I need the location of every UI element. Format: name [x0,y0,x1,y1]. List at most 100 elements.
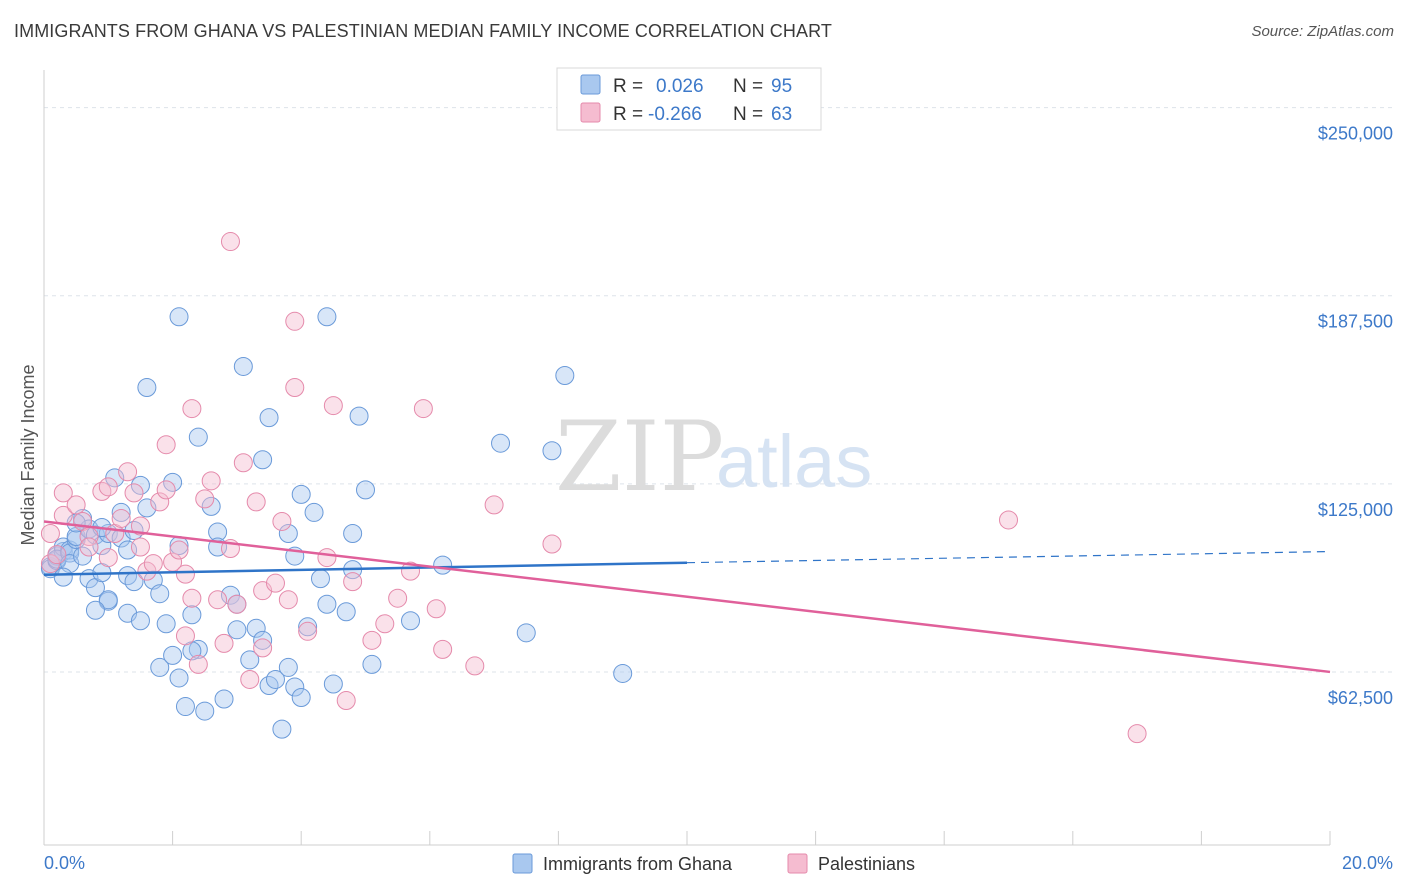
y-axis-label: Median Family Income [18,364,38,545]
palestinian-point [343,572,363,592]
ghana-point [323,674,343,694]
palestinian-point [130,537,150,557]
ghana-point [182,605,202,625]
ghana-point [291,688,311,708]
ghana-point [272,719,292,739]
ghana-point [542,441,562,461]
y-tick-labels: $62,500 $125,000 $187,500 $250,000 [1318,124,1393,708]
legend-r-value-ghana: 0.026 [656,76,704,97]
palestinian-point [375,614,395,634]
palestinian-point [66,495,86,515]
legend-label-ghana: Immigrants from Ghana [543,854,733,874]
legend-swatch-palestinians [580,102,601,123]
ghana-point [613,663,633,683]
palestinian-point [182,588,202,608]
ghana-point [137,378,157,398]
palestinian-point [130,516,150,536]
ghana-point [349,406,369,426]
palestinian-point [336,691,356,711]
watermark: ZIP atlas [555,401,872,513]
ghana-trend-line [43,561,688,576]
legend-r-label-palestinians: R = [613,104,643,125]
ghana-point [111,502,131,522]
palestinian-point [542,534,562,554]
ghana-point [516,623,536,643]
ghana-point [246,618,266,638]
ghana-point [188,639,208,659]
ghana-point [491,433,511,453]
palestinian-point [272,511,292,531]
ghana-point [130,611,150,631]
ghana-point [227,620,247,640]
ghana-point [278,523,298,543]
palestinian-point [484,495,504,515]
legend-n-label-ghana: N = [733,76,763,97]
ghana-point [188,427,208,447]
chart-title: IMMIGRANTS FROM GHANA VS PALESTINIAN MED… [14,21,832,41]
palestinian-point [137,561,157,581]
legend-swatch-ghana-bottom [512,853,533,874]
ghana-point [195,701,215,721]
x-tick-labels: 0.0% 20.0% [44,853,1393,873]
ghana-point [169,668,189,688]
palestinian-point [999,510,1018,530]
legend-n-label-palestinians: N = [733,104,763,125]
legend-r-label-ghana: R = [613,76,643,97]
palestinian-trend-line [43,520,1331,674]
palestinian-point [265,573,285,593]
ghana-trend-extension [686,550,1331,564]
ghana-point [259,408,279,428]
x-tick-label-min: 0.0% [44,853,85,873]
palestinian-point [285,378,305,398]
palestinian-point [79,537,99,557]
ghana-point [310,569,330,589]
palestinian-point [278,590,298,610]
data-points [40,232,1147,744]
ghana-point [317,594,337,614]
ghana-point [362,654,382,674]
ghana-point [156,614,176,634]
ghana-point [137,498,157,518]
palestinian-point [143,554,163,574]
palestinian-point [253,638,273,658]
ghana-point [118,540,138,560]
axes [43,70,1331,846]
ghana-point [285,677,305,697]
y-tick-label: $187,500 [1318,312,1393,332]
x-tick-label-max: 20.0% [1342,853,1393,873]
palestinian-point [465,656,485,676]
palestinian-point [175,564,195,584]
ghana-point [53,567,73,587]
legend-n-value-ghana: 95 [771,76,792,97]
palestinian-point [150,492,170,512]
watermark-zip: ZIP [555,401,724,513]
palestinian-point [169,540,189,560]
ghana-point [163,645,183,665]
ghana-point [433,555,453,575]
ghana-point [169,307,189,327]
palestinian-point [285,311,305,331]
palestinian-point [208,590,228,610]
palestinian-point [195,489,215,509]
legend-r-value-palestinians: -0.266 [648,104,702,125]
trend-lines [43,520,1331,674]
legend-swatch-ghana [580,74,601,95]
ghana-point [175,697,195,717]
palestinian-point [47,545,67,565]
palestinian-point [426,599,446,619]
palestinian-point [98,548,118,568]
ghana-point [163,472,183,492]
palestinian-point [227,594,247,614]
palestinian-point [175,626,195,646]
palestinian-point [240,669,260,689]
ghana-point [240,650,260,670]
watermark-atlas: atlas [716,420,872,503]
palestinian-point [214,633,234,653]
palestinian-point [233,453,253,473]
ghana-point [150,657,170,677]
palestinian-point [413,399,433,419]
palestinian-point [111,508,131,528]
ghana-point [253,450,273,470]
ghana-point [317,307,337,327]
palestinian-point [433,639,453,659]
